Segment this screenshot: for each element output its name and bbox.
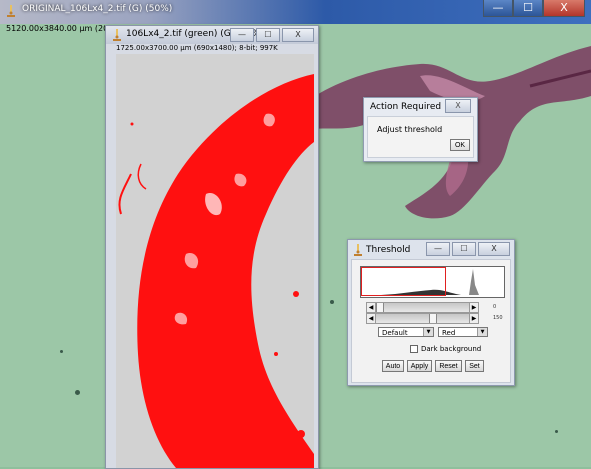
green-window-controls: — ☐ X xyxy=(230,28,314,42)
imagej-microscope-icon xyxy=(6,5,16,17)
auto-button[interactable]: Auto xyxy=(382,360,404,372)
threshold-window: Threshold — ☐ X ◀ ▶ 0 ◀ ▶ 150 Default ▼ xyxy=(347,239,515,386)
upper-threshold-value: 150 xyxy=(493,315,503,321)
chevron-down-icon: ▼ xyxy=(423,328,433,336)
minimize-button[interactable]: — xyxy=(483,0,513,17)
green-image-info: 1725.00x3700.00 µm (690x1480); 8-bit; 99… xyxy=(116,44,278,52)
maximize-button[interactable]: ☐ xyxy=(452,242,476,256)
slider-left-arrow-icon[interactable]: ◀ xyxy=(367,314,376,323)
apply-button[interactable]: Apply xyxy=(407,360,432,372)
slider-right-arrow-icon[interactable]: ▶ xyxy=(469,303,478,312)
lower-threshold-slider[interactable]: ◀ ▶ xyxy=(366,302,479,313)
dust-speck xyxy=(60,350,63,353)
minimize-button[interactable]: — xyxy=(426,242,450,256)
slider-knob[interactable] xyxy=(429,314,437,323)
threshold-window-controls: — ☐ X xyxy=(426,242,510,256)
slider-left-arrow-icon[interactable]: ◀ xyxy=(367,303,376,312)
histogram-plot xyxy=(381,269,479,295)
dust-speck xyxy=(75,390,80,395)
main-window-controls: — ☐ X xyxy=(483,0,585,18)
reset-button[interactable]: Reset xyxy=(435,360,462,372)
threshold-method-value: Default xyxy=(382,329,408,337)
image-canvas[interactable] xyxy=(116,54,314,468)
imagej-microscope-icon xyxy=(353,244,363,256)
minimize-button[interactable]: — xyxy=(230,28,254,42)
lower-threshold-value: 0 xyxy=(493,304,497,310)
threshold-range-highlight xyxy=(361,267,446,296)
slider-right-arrow-icon[interactable]: ▶ xyxy=(469,314,478,323)
close-button[interactable]: X xyxy=(543,0,585,17)
dialog-body: Adjust threshold OK xyxy=(367,116,474,158)
display-mode-value: Red xyxy=(442,329,456,337)
close-button[interactable]: X xyxy=(478,242,510,256)
maximize-button[interactable]: ☐ xyxy=(513,0,543,17)
dark-background-checkbox[interactable] xyxy=(410,345,418,353)
maximize-button[interactable]: ☐ xyxy=(256,28,280,42)
main-titlebar[interactable]: ORIGINAL_106Lx4_2.tif (G) (50%) — ☐ X xyxy=(0,0,591,24)
threshold-title: Threshold xyxy=(366,245,411,255)
dark-background-row[interactable]: Dark background xyxy=(410,345,481,353)
dialog-close-button[interactable]: X xyxy=(445,99,471,113)
main-window-title: ORIGINAL_106Lx4_2.tif (G) (50%) xyxy=(22,4,173,14)
threshold-body: ◀ ▶ 0 ◀ ▶ 150 Default ▼ Red ▼ Dark backg… xyxy=(351,259,511,383)
dialog-message: Adjust threshold xyxy=(377,125,443,134)
close-button[interactable]: X xyxy=(282,28,314,42)
threshold-method-select[interactable]: Default ▼ xyxy=(378,327,434,337)
main-image-info: 5120.00x3840.00 µm (2048x15 xyxy=(6,24,134,33)
dialog-title: Action Required xyxy=(370,102,442,112)
slider-knob[interactable] xyxy=(376,303,384,312)
dust-speck xyxy=(330,300,334,304)
ok-button[interactable]: OK xyxy=(450,139,470,151)
imagej-microscope-icon xyxy=(112,29,122,41)
upper-threshold-slider[interactable]: ◀ ▶ xyxy=(366,313,479,324)
set-button[interactable]: Set xyxy=(465,360,484,372)
dark-background-label: Dark background xyxy=(421,345,482,353)
histogram xyxy=(360,266,505,298)
action-required-dialog: Action Required X Adjust threshold OK xyxy=(363,97,478,162)
display-mode-select[interactable]: Red ▼ xyxy=(438,327,488,337)
thresholded-tissue-overlay xyxy=(116,54,314,468)
green-window-titlebar[interactable]: 106Lx4_2.tif (green) (G) (50%) — ☐ X xyxy=(106,26,318,44)
green-window-title: 106Lx4_2.tif (green) (G) (50%) xyxy=(126,29,265,39)
chevron-down-icon: ▼ xyxy=(477,328,487,336)
green-channel-window: 106Lx4_2.tif (green) (G) (50%) — ☐ X 172… xyxy=(105,25,319,469)
dust-speck xyxy=(555,430,558,433)
